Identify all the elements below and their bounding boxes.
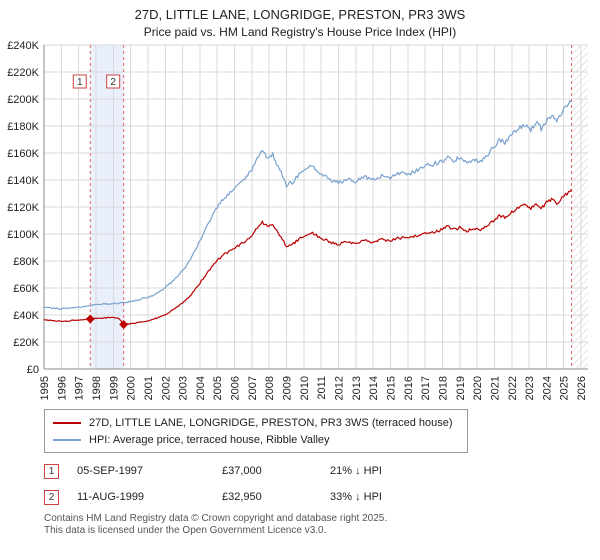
svg-text:2016: 2016 bbox=[403, 376, 415, 400]
svg-text:£60K: £60K bbox=[13, 283, 39, 295]
svg-text:2024: 2024 bbox=[541, 376, 553, 400]
svg-text:£0: £0 bbox=[27, 364, 39, 376]
svg-text:2019: 2019 bbox=[455, 376, 467, 400]
transaction-number-badge: 1 bbox=[44, 463, 59, 479]
svg-text:1995: 1995 bbox=[39, 376, 51, 400]
legend-swatch-red bbox=[53, 421, 81, 424]
svg-text:2007: 2007 bbox=[247, 376, 259, 400]
legend-item-hpi: HPI: Average price, terraced house, Ribb… bbox=[53, 431, 459, 448]
page-subtitle: Price paid vs. HM Land Registry's House … bbox=[143, 25, 457, 39]
svg-text:2008: 2008 bbox=[264, 376, 276, 400]
svg-text:2005: 2005 bbox=[212, 376, 224, 400]
footer-line-1: Contains HM Land Registry data © Crown c… bbox=[44, 513, 388, 524]
transaction-date: 05-SEP-1997 bbox=[77, 465, 144, 477]
transaction-hpi-delta: 33% ↓ HPI bbox=[330, 491, 382, 503]
svg-text:2013: 2013 bbox=[351, 376, 363, 400]
svg-text:1998: 1998 bbox=[91, 376, 103, 400]
svg-text:£220K: £220K bbox=[7, 67, 39, 79]
transaction-hpi-delta: 21% ↓ HPI bbox=[330, 465, 382, 477]
svg-text:1997: 1997 bbox=[74, 376, 86, 400]
transaction-date: 11-AUG-1999 bbox=[77, 491, 145, 503]
svg-text:£40K: £40K bbox=[13, 310, 39, 322]
svg-text:2: 2 bbox=[110, 77, 116, 88]
svg-text:2011: 2011 bbox=[316, 376, 328, 400]
svg-text:2003: 2003 bbox=[178, 376, 190, 400]
legend-item-property: 27D, LITTLE LANE, LONGRIDGE, PRESTON, PR… bbox=[53, 414, 459, 431]
svg-text:2014: 2014 bbox=[368, 376, 380, 400]
svg-text:£200K: £200K bbox=[7, 94, 39, 106]
svg-text:2023: 2023 bbox=[524, 376, 536, 400]
chart-legend: 27D, LITTLE LANE, LONGRIDGE, PRESTON, PR… bbox=[44, 409, 468, 453]
svg-text:2000: 2000 bbox=[126, 376, 138, 400]
svg-text:2017: 2017 bbox=[420, 376, 432, 400]
license-footer: Contains HM Land Registry data © Crown c… bbox=[44, 513, 600, 537]
svg-text:2025: 2025 bbox=[559, 376, 571, 400]
svg-text:2021: 2021 bbox=[489, 376, 501, 400]
svg-text:2006: 2006 bbox=[230, 376, 242, 400]
legend-label-hpi: HPI: Average price, terraced house, Ribb… bbox=[89, 433, 330, 446]
svg-text:2026: 2026 bbox=[576, 376, 588, 400]
svg-text:1: 1 bbox=[77, 77, 83, 88]
svg-text:£80K: £80K bbox=[13, 256, 39, 268]
svg-text:£140K: £140K bbox=[7, 175, 39, 187]
svg-text:£180K: £180K bbox=[7, 121, 39, 133]
table-row: 2 11-AUG-1999 £32,950 33% ↓ HPI bbox=[44, 487, 600, 507]
legend-swatch-blue bbox=[53, 438, 81, 441]
svg-text:£120K: £120K bbox=[7, 202, 39, 214]
svg-text:2022: 2022 bbox=[507, 376, 519, 400]
transactions-table: 1 05-SEP-1997 £37,000 21% ↓ HPI 2 11-AUG… bbox=[44, 461, 600, 507]
svg-text:2015: 2015 bbox=[385, 376, 397, 400]
svg-text:2001: 2001 bbox=[143, 376, 155, 400]
svg-text:£20K: £20K bbox=[13, 337, 39, 349]
price-chart: £0 £20K £40K £60K £80K £100K £120K £140K £160K £1… bbox=[7, 40, 588, 400]
svg-text:2009: 2009 bbox=[282, 376, 294, 400]
svg-text:2020: 2020 bbox=[472, 376, 484, 400]
svg-text:2018: 2018 bbox=[437, 376, 449, 400]
transaction-price: £37,000 bbox=[222, 465, 262, 477]
svg-text:£240K: £240K bbox=[7, 40, 39, 52]
svg-text:£100K: £100K bbox=[7, 229, 39, 241]
svg-text:2004: 2004 bbox=[195, 376, 207, 400]
svg-text:£160K: £160K bbox=[7, 148, 39, 160]
svg-text:2002: 2002 bbox=[160, 376, 172, 400]
transaction-price: £32,950 bbox=[222, 491, 262, 503]
svg-text:2012: 2012 bbox=[334, 376, 346, 400]
footer-line-2: This data is licensed under the Open Gov… bbox=[44, 525, 327, 536]
legend-label-property: 27D, LITTLE LANE, LONGRIDGE, PRESTON, PR… bbox=[89, 416, 453, 429]
svg-text:1999: 1999 bbox=[108, 376, 120, 400]
table-row: 1 05-SEP-1997 £37,000 21% ↓ HPI bbox=[44, 461, 600, 481]
svg-text:1996: 1996 bbox=[56, 376, 68, 400]
transaction-number-badge: 2 bbox=[44, 489, 59, 505]
svg-text:2010: 2010 bbox=[299, 376, 311, 400]
page-title: 27D, LITTLE LANE, LONGRIDGE, PRESTON, PR… bbox=[134, 7, 466, 22]
